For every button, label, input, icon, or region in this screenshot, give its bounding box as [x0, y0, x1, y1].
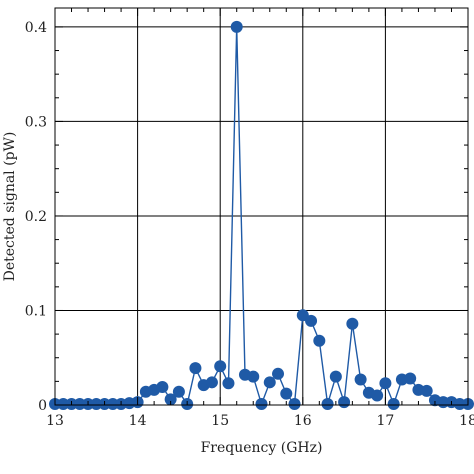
- data-point: [346, 317, 359, 330]
- data-point: [222, 377, 235, 390]
- x-tick-labels: 13 14 15 16 17 18: [46, 413, 474, 429]
- data-point: [90, 398, 103, 411]
- data-point: [57, 398, 70, 411]
- data-point: [156, 381, 169, 394]
- y-tick-labels: 0 0.1 0.2 0.3 0.4: [25, 20, 47, 414]
- data-point: [371, 389, 384, 402]
- data-point: [172, 385, 185, 398]
- y-tick-label: 0: [38, 398, 47, 414]
- x-tick-label: 16: [294, 413, 312, 429]
- data-point: [404, 372, 417, 385]
- data-point: [329, 370, 342, 383]
- data-point: [453, 398, 466, 411]
- data-point: [73, 398, 86, 411]
- data-point: [387, 398, 400, 411]
- data-point: [164, 393, 177, 406]
- data-point: [305, 314, 318, 327]
- data-point: [280, 387, 293, 400]
- data-point: [420, 384, 433, 397]
- x-tick-label: 17: [376, 413, 394, 429]
- data-point: [313, 334, 326, 347]
- data-point: [189, 362, 202, 375]
- y-axis-label: Detected signal (pW): [2, 132, 18, 282]
- data-point: [321, 398, 334, 411]
- grid: [55, 8, 468, 405]
- x-tick-label: 18: [459, 413, 474, 429]
- ticks: [54, 8, 469, 406]
- y-tick-label: 0.4: [25, 20, 47, 36]
- y-tick-label: 0.1: [25, 303, 47, 319]
- data-point: [354, 373, 367, 386]
- data-point: [272, 367, 285, 380]
- data-point: [214, 360, 227, 373]
- data-point: [338, 396, 351, 409]
- x-tick-label: 15: [211, 413, 229, 429]
- data-point: [230, 20, 243, 33]
- data-point: [255, 398, 268, 411]
- data-point: [263, 376, 276, 389]
- x-tick-label: 14: [129, 413, 147, 429]
- plot-frame: [54, 7, 469, 406]
- x-tick-label: 13: [46, 413, 64, 429]
- y-tick-label: 0.3: [25, 114, 47, 130]
- data-point: [247, 370, 260, 383]
- data-point: [288, 398, 301, 411]
- data-point: [106, 398, 119, 411]
- y-tick-label: 0.2: [25, 209, 47, 225]
- data-point: [379, 377, 392, 390]
- x-axis-label: Frequency (GHz): [201, 440, 323, 456]
- data-point: [205, 376, 218, 389]
